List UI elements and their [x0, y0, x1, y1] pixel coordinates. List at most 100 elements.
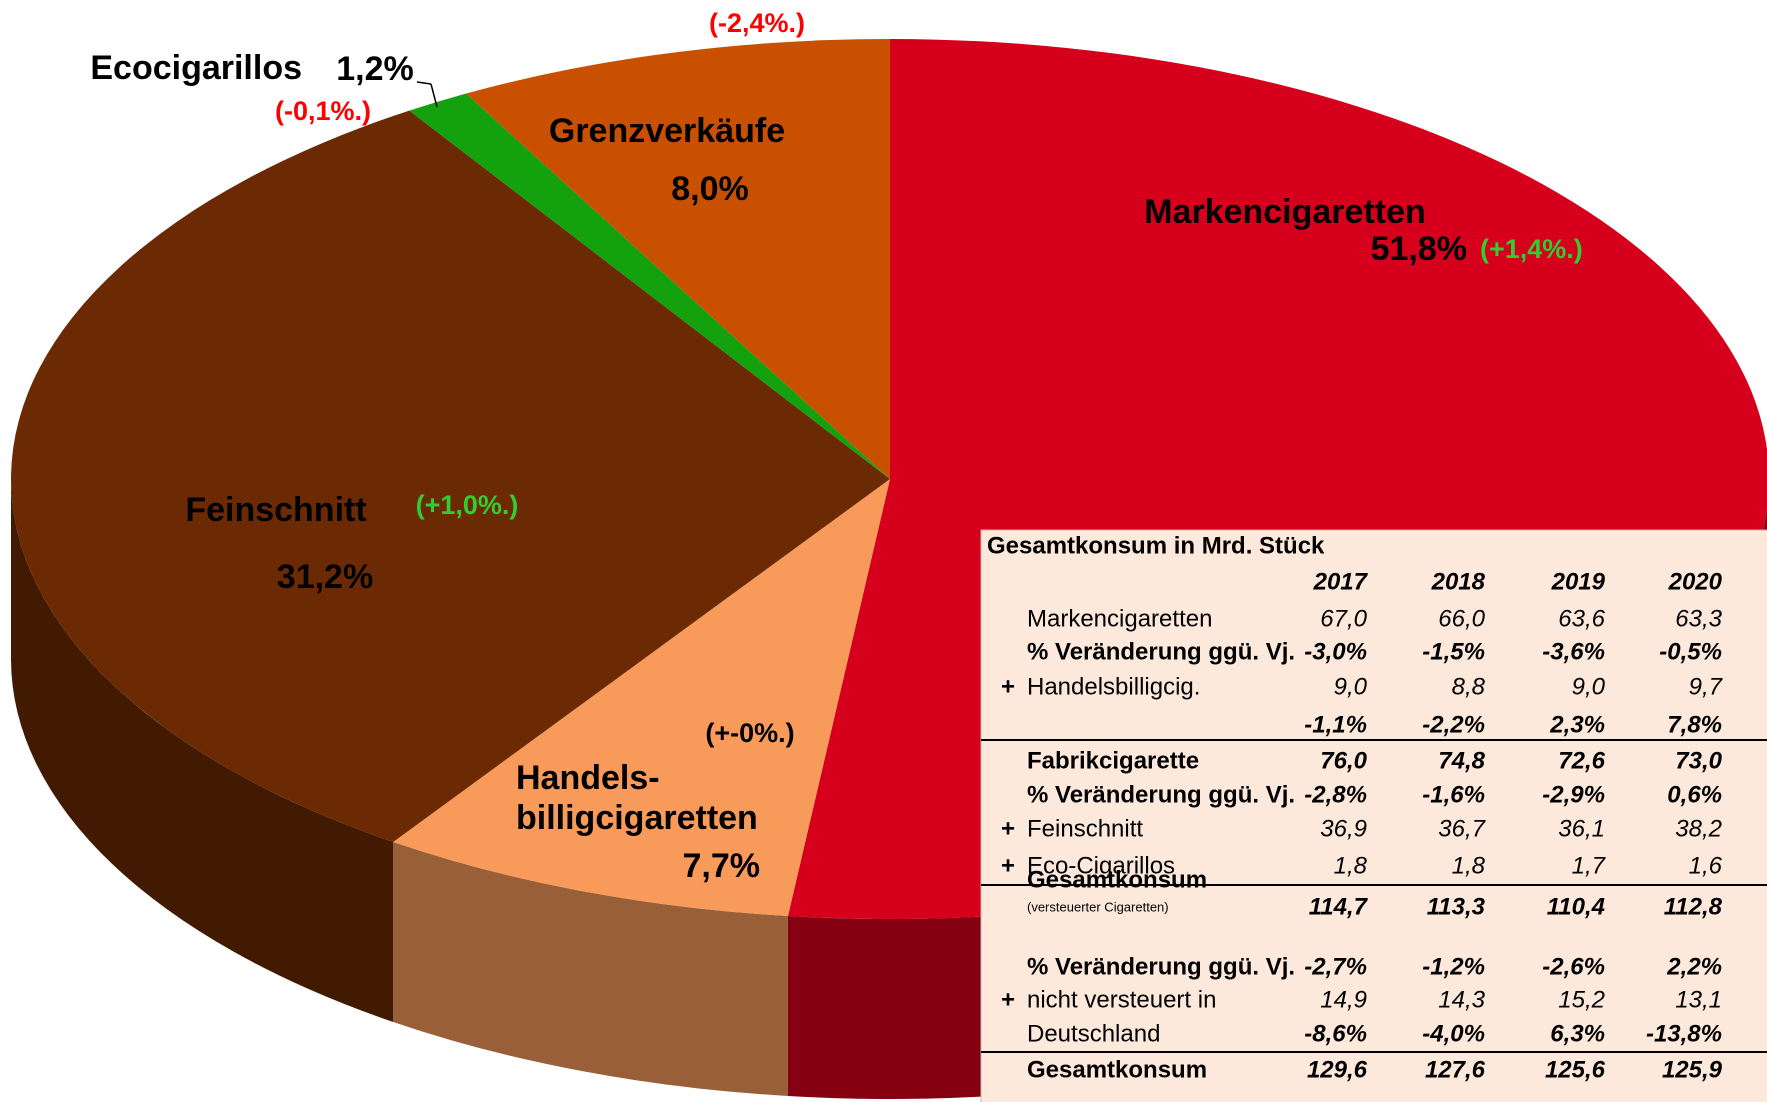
row-label: Markencigaretten	[1027, 605, 1212, 632]
table-cell: 2,3%	[1549, 711, 1605, 738]
table-cell: 36,7	[1438, 815, 1486, 842]
row-label: nicht versteuert in	[1027, 986, 1216, 1013]
table-cell: 9,0	[1334, 673, 1368, 700]
table-cell: -13,8%	[1646, 1020, 1722, 1047]
slice-change-label: (-0,1%.)	[275, 96, 371, 126]
table-cell: -1,1%	[1304, 711, 1367, 738]
pie-slice	[466, 39, 890, 479]
table-cell: 1,6	[1689, 852, 1723, 879]
table-cell: 125,6	[1545, 1056, 1606, 1083]
pie-side	[11, 479, 394, 1022]
row-prefix: +	[1001, 986, 1015, 1013]
table-cell: 125,9	[1662, 1056, 1723, 1083]
row-label: Handelsbilligcig.	[1027, 673, 1200, 700]
table-cell: 114,7	[1309, 893, 1369, 920]
table-cell: 72,6	[1558, 747, 1605, 774]
table-cell: 14,9	[1320, 986, 1367, 1013]
table-background	[980, 529, 1767, 1102]
table-cell: 0,6%	[1667, 781, 1722, 808]
table-cell: 129,6	[1307, 1056, 1368, 1083]
table-cell: 63,6	[1558, 605, 1605, 632]
row-label: % Veränderung ggü. Vj.	[1027, 638, 1295, 665]
table-cell: 67,0	[1320, 605, 1367, 632]
table-cell: 7,8%	[1667, 711, 1722, 738]
table-cell: 6,3%	[1550, 1020, 1605, 1047]
pie-slice	[11, 110, 891, 842]
year-header: 2020	[1668, 568, 1723, 595]
table-cell: -2,7%	[1304, 953, 1367, 980]
slice-label: Markencigaretten	[1144, 193, 1426, 231]
table-cell: -1,6%	[1422, 781, 1485, 808]
table-cell: -8,6%	[1304, 1020, 1367, 1047]
row-label: Fabrikcigarette	[1027, 747, 1199, 774]
year-header: 2018	[1431, 568, 1486, 595]
table-cell: 110,4	[1547, 893, 1605, 920]
table-cell: 9,7	[1689, 673, 1724, 700]
table-cell: 15,2	[1558, 986, 1605, 1013]
slice-value-label: 31,2%	[277, 558, 373, 596]
pie-slice	[409, 93, 890, 479]
table-cell: -2,2%	[1422, 711, 1485, 738]
table-cell: -3,0%	[1304, 638, 1367, 665]
table-cell: 112,8	[1664, 893, 1723, 920]
table-cell: 73,0	[1675, 747, 1722, 774]
row-prefix: +	[1001, 852, 1015, 879]
pie-side	[393, 841, 788, 1097]
pie-slice	[393, 479, 890, 917]
slice-change-label: (+1,4%.)	[1480, 234, 1583, 264]
slice-label: Ecocigarillos	[90, 49, 302, 87]
slice-change-label: (+-0%.)	[705, 718, 794, 748]
table-cell: 38,2	[1675, 815, 1722, 842]
table-cell: 1,8	[1452, 852, 1486, 879]
table-cell: 14,3	[1438, 986, 1485, 1013]
year-header: 2017	[1313, 568, 1369, 595]
table-cell: 127,6	[1425, 1056, 1486, 1083]
table-cell: 2,2%	[1666, 953, 1722, 980]
row-note: (versteuerter Cigaretten)	[1027, 899, 1169, 914]
slice-label: Feinschnitt	[185, 491, 366, 529]
table-cell: -2,6%	[1542, 953, 1605, 980]
slice-label: Grenzverkäufe	[549, 112, 785, 150]
row-label: Feinschnitt	[1027, 815, 1143, 842]
table-cell: -2,9%	[1542, 781, 1605, 808]
table-cell: 1,8	[1334, 852, 1368, 879]
leader-line	[430, 83, 438, 108]
slice-change-label: (-2,4%.)	[709, 8, 805, 38]
slice-value-label: 7,7%	[683, 847, 761, 885]
row-label: % Veränderung ggü. Vj.	[1027, 781, 1295, 808]
table-title: Gesamtkonsum in Mrd. Stück	[987, 532, 1325, 559]
row-label: Gesamtkonsum	[1027, 866, 1207, 893]
slice-label: Handels-billigcigaretten	[516, 759, 758, 837]
leader-line	[416, 81, 432, 85]
slice-value-label: 8,0%	[671, 170, 749, 208]
row-label: Eco-Cigarillos	[1027, 852, 1175, 879]
table-cell: 9,0	[1572, 673, 1606, 700]
table-cell: 13,1	[1675, 986, 1722, 1013]
row-prefix: +	[1001, 815, 1015, 842]
row-label: Gesamtkonsum	[1027, 1056, 1207, 1083]
table-cell: 1,7	[1572, 852, 1607, 879]
table-cell: 8,8	[1452, 673, 1486, 700]
table-cell: 36,1	[1558, 815, 1605, 842]
table-cell: 63,3	[1675, 605, 1722, 632]
table-cell: 74,8	[1438, 747, 1485, 774]
row-label: Deutschland	[1027, 1020, 1160, 1047]
table-cell: -3,6%	[1542, 638, 1605, 665]
table-cell: 66,0	[1438, 605, 1485, 632]
row-prefix: +	[1001, 673, 1015, 700]
slice-change-label: (+1,0%.)	[416, 490, 519, 520]
data-table: Gesamtkonsum in Mrd. Stück 2017 2018 2019 20…	[980, 529, 1767, 1102]
table-cell: -1,5%	[1422, 638, 1485, 665]
slice-value-label: 1,2%	[336, 50, 414, 88]
table-cell: 113,3	[1427, 893, 1486, 920]
slice-value-label: 51,8%	[1371, 230, 1467, 268]
table-cell: -1,2%	[1422, 953, 1485, 980]
table-cell: 76,0	[1320, 747, 1367, 774]
table-cell: -0,5%	[1659, 638, 1722, 665]
table-cell: -2,8%	[1304, 781, 1367, 808]
row-label: % Veränderung ggü. Vj.	[1027, 953, 1295, 980]
table-cell: 36,9	[1320, 815, 1367, 842]
